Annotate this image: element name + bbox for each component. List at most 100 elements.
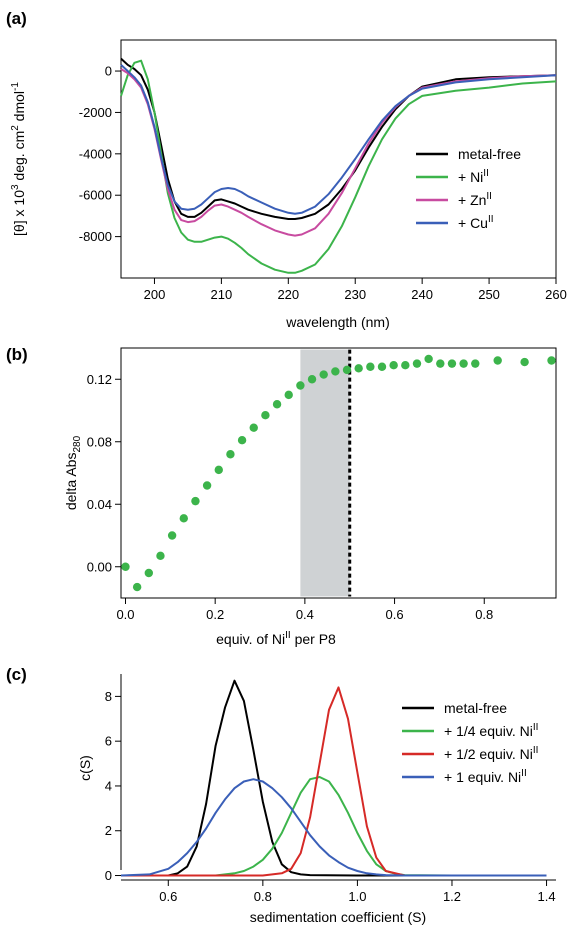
panel-a-frame <box>120 39 557 279</box>
x-tick-label: 1.0 <box>348 889 366 904</box>
legend-label: + NiII <box>458 168 489 185</box>
panel-c-ticks: 0.6 0.8 1.0 1.2 1.4 0 2 4 6 8 <box>105 689 556 904</box>
x-tick-label: 250 <box>478 287 500 302</box>
data-point <box>436 359 445 368</box>
x-tick-label: 230 <box>344 287 366 302</box>
data-point <box>342 365 352 375</box>
x-tick-label: 260 <box>545 287 567 302</box>
data-point <box>471 359 480 368</box>
panel-b-label: (b) <box>6 345 28 364</box>
legend-label: + ZnII <box>458 191 492 208</box>
data-point <box>237 435 247 445</box>
data-point <box>547 356 556 365</box>
data-point <box>179 514 188 523</box>
panel-b-ylabel: delta Abs280 <box>63 435 83 510</box>
series-line-1 <box>120 57 557 220</box>
panel-a-series <box>120 57 557 274</box>
y-tick-label: -8000 <box>79 229 112 244</box>
data-point <box>272 400 282 409</box>
panel-c-series <box>120 679 547 877</box>
y-tick-label: 0 <box>105 64 112 79</box>
x-tick-label: 200 <box>144 287 166 302</box>
x-tick-label: 1.2 <box>443 889 461 904</box>
data-point <box>377 362 387 371</box>
panel-c-label: (c) <box>6 665 27 684</box>
legend-label: metal-free <box>458 146 521 162</box>
x-tick-label: 0.8 <box>254 889 272 904</box>
x-tick-label: 0.4 <box>296 607 314 622</box>
panel-a-ticks: 200 210 220 230 240 250 260 0 -2000 -4000 -6000 -80… <box>79 64 567 302</box>
series-line-2 <box>121 776 547 877</box>
data-point <box>389 360 398 370</box>
series-line-2 <box>120 59 557 274</box>
data-point <box>354 364 363 373</box>
data-point <box>424 354 433 364</box>
y-tick-label: -2000 <box>79 105 112 120</box>
data-point <box>121 562 130 571</box>
panel-c-ylabel: c(S) <box>77 755 93 781</box>
data-point <box>319 370 328 379</box>
panel-c-legend: metal-free + 1/4 equiv. NiII + 1/2 equiv. … <box>402 700 538 785</box>
data-point <box>307 375 317 384</box>
data-point <box>261 410 270 420</box>
x-tick-label: 0.6 <box>386 607 404 622</box>
panel-a: (a) 200 210 220 230 240 250 260 0 -2000 -4000 -600… <box>6 9 567 330</box>
data-point <box>520 357 529 367</box>
panel-c-xlabel: sedimentation coefficient (S) <box>250 909 426 925</box>
y-tick-label: 6 <box>105 734 112 749</box>
data-point <box>132 582 142 592</box>
data-point <box>459 359 468 368</box>
x-tick-label: 0.8 <box>475 607 493 622</box>
series-line-3 <box>121 686 547 877</box>
y-tick-label: 0.12 <box>87 372 112 387</box>
y-tick-label: 0 <box>105 868 112 883</box>
y-tick-label: 0.04 <box>87 497 112 512</box>
panel-b-ticks: 0.0 0.2 0.4 0.6 0.8 0.00 0.04 0.08 0.12 <box>87 372 494 622</box>
panel-b: (b) 0.0 0.2 0.4 0.6 0.8 0.00 0.04 0.08 0.12 equi… <box>6 345 557 647</box>
series-line-4 <box>120 64 557 215</box>
data-point <box>226 450 235 459</box>
data-point <box>447 359 457 368</box>
panel-b-frame <box>120 347 557 599</box>
data-point <box>493 356 502 365</box>
panel-b-xlabel: equiv. of NiII per P8 <box>216 630 336 647</box>
panel-b-series <box>121 354 556 592</box>
series-line-4 <box>120 778 547 877</box>
panel-a-legend: metal-free + NiII + ZnII + CuII <box>416 146 521 231</box>
panel-a-ylabel: [θ] x 103 deg. cm2 dmol-1 <box>10 82 27 236</box>
data-point <box>167 531 177 540</box>
y-tick-label: 8 <box>105 689 112 704</box>
data-point <box>202 481 212 490</box>
panel-a-label: (a) <box>6 9 27 28</box>
y-tick-label: 0.00 <box>87 559 112 574</box>
series-line-1 <box>121 679 547 877</box>
y-tick-label: 0.08 <box>87 434 112 449</box>
panel-c: (c) 0.6 0.8 1.0 1.2 1.4 0 2 4 6 8 sedimentation c… <box>6 665 556 925</box>
x-tick-label: 0.2 <box>206 607 224 622</box>
legend-label: + 1 equiv. NiII <box>444 768 527 785</box>
x-tick-label: 240 <box>411 287 433 302</box>
y-tick-label: 2 <box>105 823 112 838</box>
y-tick-label: -4000 <box>79 146 112 161</box>
data-point <box>412 359 422 368</box>
panel-a-xlabel: wavelength (nm) <box>285 314 390 330</box>
data-point <box>249 423 258 432</box>
panel-b-shaded-region <box>300 349 350 597</box>
y-tick-label: -6000 <box>79 188 112 203</box>
legend-label: + 1/4 equiv. NiII <box>444 722 538 739</box>
x-tick-label: 0.6 <box>159 889 177 904</box>
x-tick-label: 0.0 <box>116 607 134 622</box>
legend-label: metal-free <box>444 700 507 716</box>
data-point <box>331 367 340 376</box>
y-tick-label: 4 <box>105 778 112 793</box>
data-point <box>144 568 154 578</box>
data-point <box>191 496 200 506</box>
data-point <box>366 362 375 371</box>
data-point <box>156 551 165 561</box>
data-point <box>214 465 223 475</box>
data-point <box>296 381 305 390</box>
legend-label: + CuII <box>458 214 494 231</box>
data-point <box>401 360 410 370</box>
legend-label: + 1/2 equiv. NiII <box>444 745 538 762</box>
